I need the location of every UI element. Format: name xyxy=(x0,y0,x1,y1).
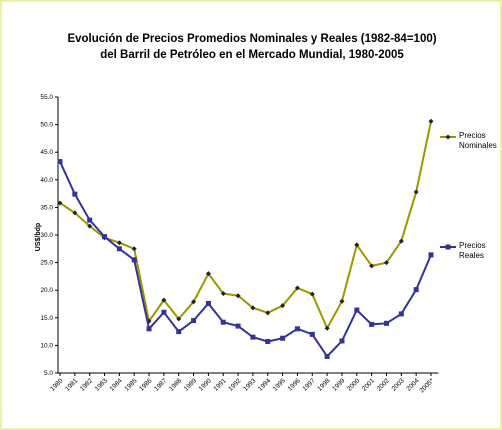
data-point xyxy=(354,242,360,248)
data-point xyxy=(324,353,330,359)
y-tick-label: 55.0 xyxy=(40,94,53,101)
data-point xyxy=(235,293,241,299)
x-tick-label: 1991 xyxy=(212,377,227,392)
legend-label: Precios Nominales xyxy=(459,131,497,150)
data-point xyxy=(324,325,330,331)
data-point xyxy=(57,159,63,165)
data-point xyxy=(205,300,211,306)
x-tick-label: 1980 xyxy=(49,377,64,392)
x-tick-label: 1982 xyxy=(79,377,94,392)
data-point xyxy=(191,299,197,305)
x-tick-label: 1990 xyxy=(198,377,213,392)
data-point xyxy=(369,263,375,269)
x-tick-label: 1994 xyxy=(257,377,272,392)
data-point xyxy=(116,246,122,252)
y-tick-label: 5.0 xyxy=(44,370,53,377)
legend-marker xyxy=(445,244,451,250)
data-point xyxy=(294,326,300,332)
y-axis-label: US$/bdp xyxy=(35,223,42,251)
data-point xyxy=(413,189,419,195)
x-tick-label: 1989 xyxy=(183,377,198,392)
data-point xyxy=(191,318,197,324)
x-tick-label: 1992 xyxy=(227,377,242,392)
x-tick-label: 2003 xyxy=(391,377,406,392)
data-point xyxy=(280,303,286,309)
data-point xyxy=(131,257,137,263)
data-point xyxy=(398,238,404,244)
x-tick-label: 1997 xyxy=(302,377,317,392)
x-tick-label: 2000 xyxy=(346,377,361,392)
y-tick-label: 25.0 xyxy=(40,260,53,267)
x-tick-label: 1984 xyxy=(109,377,124,392)
data-point xyxy=(354,307,360,313)
data-point xyxy=(339,298,345,304)
data-point xyxy=(265,339,271,345)
x-tick-label: 1981 xyxy=(64,377,79,392)
y-tick-label: 40.0 xyxy=(40,177,53,184)
data-point xyxy=(294,285,300,291)
series-line xyxy=(59,121,432,331)
x-tick-label: 2002 xyxy=(376,377,391,392)
data-point xyxy=(205,271,211,277)
data-point xyxy=(146,326,152,332)
data-point xyxy=(265,310,271,316)
data-point xyxy=(250,334,256,340)
data-point xyxy=(116,240,122,246)
data-point xyxy=(280,335,286,341)
y-tick-label: 50.0 xyxy=(40,122,53,129)
data-point xyxy=(161,309,167,315)
chart-title: del Barril de Petróleo en el Mercado Mun… xyxy=(100,49,404,61)
data-point xyxy=(161,297,167,303)
x-tick-label: 2005* xyxy=(418,377,435,394)
x-tick-label: 1986 xyxy=(138,377,153,392)
x-tick-label: 2001 xyxy=(361,377,376,392)
x-tick-label: 1999 xyxy=(331,377,346,392)
x-tick-label: 1995 xyxy=(272,377,287,392)
data-point xyxy=(383,320,389,326)
data-point xyxy=(428,252,434,258)
data-point xyxy=(176,329,182,335)
data-point xyxy=(220,319,226,325)
data-point xyxy=(250,305,256,311)
data-point xyxy=(309,331,315,337)
data-point xyxy=(102,234,108,240)
x-tick-label: 1987 xyxy=(153,377,168,392)
x-tick-label: 1993 xyxy=(242,377,257,392)
data-point xyxy=(176,316,182,322)
data-point xyxy=(428,118,434,124)
data-point xyxy=(235,323,241,329)
y-tick-label: 30.0 xyxy=(40,232,53,239)
legend-marker xyxy=(445,134,451,140)
x-tick-label: 1983 xyxy=(94,377,109,392)
data-point xyxy=(220,291,226,297)
y-tick-label: 10.0 xyxy=(40,342,53,349)
x-tick-label: 1998 xyxy=(316,377,331,392)
legend-label: Precios Reales xyxy=(459,241,486,260)
data-point xyxy=(309,291,315,297)
x-tick-label: 1996 xyxy=(287,377,302,392)
data-point xyxy=(339,338,345,344)
chart-title: Evolución de Precios Promedios Nominales… xyxy=(67,33,436,45)
data-point xyxy=(369,321,375,327)
x-tick-label: 1988 xyxy=(168,377,183,392)
data-point xyxy=(131,246,137,252)
data-point xyxy=(383,260,389,266)
x-tick-label: 1985 xyxy=(123,377,138,392)
data-point xyxy=(398,311,404,317)
y-tick-label: 20.0 xyxy=(40,287,53,294)
series-line xyxy=(59,161,432,359)
data-point xyxy=(87,223,93,229)
y-tick-label: 45.0 xyxy=(40,149,53,156)
y-tick-label: 35.0 xyxy=(40,204,53,211)
data-point xyxy=(72,191,78,197)
data-point xyxy=(87,217,93,223)
data-point xyxy=(413,287,419,293)
data-point xyxy=(72,210,78,216)
y-tick-label: 15.0 xyxy=(40,315,53,322)
data-point xyxy=(57,200,63,206)
